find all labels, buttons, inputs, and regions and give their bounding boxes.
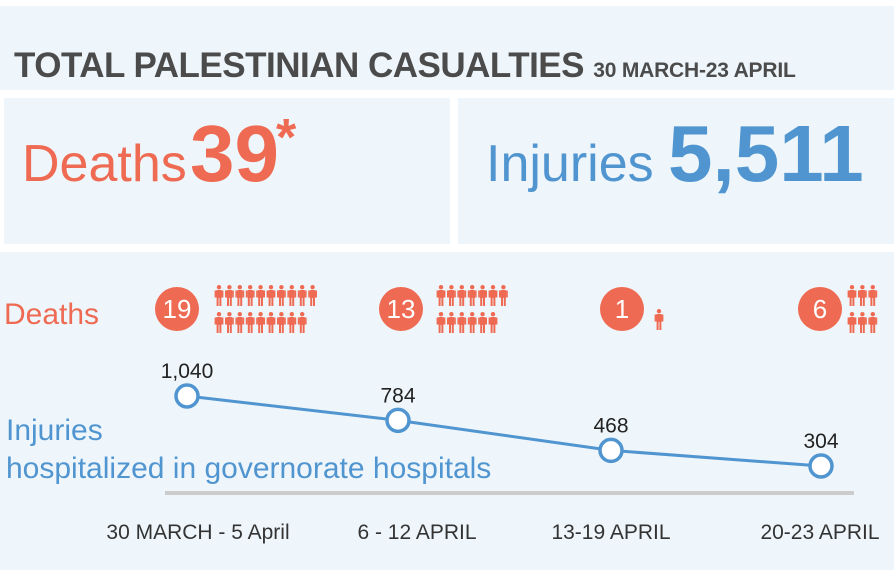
person-icon	[467, 312, 477, 333]
injuries-value-label: 784	[380, 384, 415, 407]
person-icon	[245, 285, 255, 306]
person-icon	[858, 312, 867, 333]
person-icon	[654, 309, 664, 330]
person-icon	[457, 285, 467, 306]
person-icon	[214, 312, 224, 333]
person-icon	[287, 312, 297, 333]
person-icon	[225, 285, 234, 306]
injuries-value-label: 1,040	[161, 360, 214, 383]
person-icon	[245, 312, 255, 333]
injuries-total-label: Injuries	[486, 135, 654, 193]
person-icon	[256, 285, 265, 306]
x-tick-label: 13-19 APRIL	[551, 521, 670, 544]
title-text: TOTAL PALESTINIAN CASUALTIES	[14, 46, 585, 85]
deaths-count-label: 6	[813, 294, 827, 324]
deaths-total-panel	[4, 98, 450, 244]
deaths-count-badge	[600, 287, 644, 331]
deaths-count-badge	[379, 287, 423, 331]
person-icon	[297, 312, 307, 333]
person-icon	[214, 285, 224, 306]
deaths-count-badge	[155, 287, 199, 331]
deaths-count-label: 13	[387, 294, 416, 324]
person-icon	[847, 285, 857, 306]
injuries-point	[174, 383, 200, 409]
deaths-total-value: 39	[190, 109, 279, 198]
injuries-point	[808, 453, 834, 479]
person-icon	[868, 285, 878, 306]
person-icon	[256, 312, 265, 333]
person-icon	[235, 285, 245, 306]
page-title: TOTAL PALESTINIAN CASUALTIES 30 MARCH-23…	[14, 46, 796, 86]
deaths-row-label: Deaths	[4, 298, 100, 331]
person-icon	[266, 285, 276, 306]
deaths-count-label: 1	[615, 294, 629, 324]
injuries-value-label: 468	[593, 414, 628, 437]
chart-panel	[0, 252, 894, 570]
injuries-line	[186, 394, 822, 468]
injuries-caption: Injuries hospitalized in governorate hos…	[6, 412, 491, 488]
person-icon	[277, 312, 286, 333]
person-icon	[277, 285, 286, 306]
person-icon	[868, 312, 878, 333]
person-icon	[488, 285, 498, 306]
deaths-total-label: Deaths	[22, 135, 187, 193]
deaths-total-footnote-marker: *	[276, 109, 297, 167]
person-icon	[297, 285, 307, 306]
person-icon	[457, 312, 467, 333]
person-icon	[225, 312, 234, 333]
person-icon	[447, 285, 456, 306]
person-icon	[858, 285, 867, 306]
person-icon	[235, 312, 245, 333]
person-icon	[287, 285, 297, 306]
deaths-count-badge	[798, 287, 842, 331]
deaths-count-label: 19	[163, 294, 192, 324]
header-panel	[0, 6, 894, 90]
person-icon	[436, 312, 446, 333]
x-tick-label: 20-23 APRIL	[760, 521, 879, 544]
person-icon	[308, 285, 317, 306]
injuries-total-panel	[458, 98, 894, 244]
injuries-point	[598, 437, 624, 464]
x-tick-label: 6 - 12 APRIL	[357, 521, 476, 544]
injuries-point	[385, 407, 411, 434]
person-icon	[478, 312, 487, 333]
injuries-value-label: 304	[803, 430, 838, 453]
person-icon	[847, 312, 857, 333]
person-icon	[436, 285, 446, 306]
person-icon	[447, 312, 456, 333]
injuries-total-value: 5,511	[668, 109, 864, 198]
injuries-caption-line1: Injuries	[6, 414, 103, 447]
person-icon	[499, 285, 508, 306]
x-tick-label: 30 MARCH - 5 April	[106, 521, 289, 544]
title-date-range: 30 MARCH-23 APRIL	[593, 59, 796, 82]
person-icon	[488, 312, 498, 333]
person-icon	[467, 285, 477, 306]
person-icon	[266, 312, 276, 333]
injuries-caption-line2: hospitalized in governorate hospitals	[6, 452, 492, 485]
person-icon	[478, 285, 487, 306]
